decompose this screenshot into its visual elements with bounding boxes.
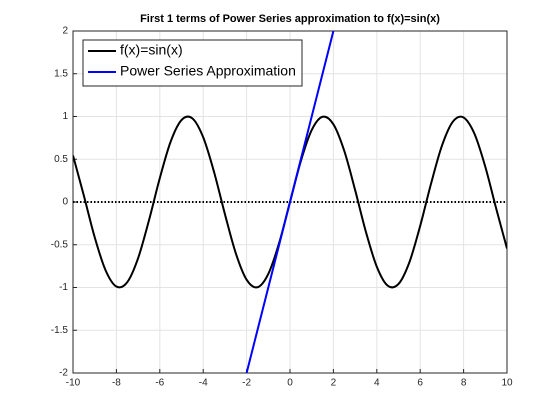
legend-label: f(x)=sin(x)	[120, 42, 183, 58]
x-tick-label: -6	[155, 378, 164, 389]
chart-title: First 1 terms of Power Series approximat…	[140, 13, 440, 25]
x-tick-label: 6	[417, 378, 423, 389]
x-tick-label: 2	[331, 378, 337, 389]
x-tick-label: -4	[199, 378, 208, 389]
y-tick-label: -1	[59, 282, 68, 293]
series-line	[245, 31, 335, 373]
y-tick-label: -1.5	[51, 325, 69, 336]
plot-clip	[73, 31, 507, 373]
x-tick-label: 10	[501, 378, 513, 389]
x-tick-label: -2	[242, 378, 251, 389]
x-tick-label: 4	[374, 378, 380, 389]
y-tick-label: 0	[62, 197, 68, 208]
y-tick-label: -2	[59, 368, 68, 379]
y-tick-label: 0.5	[54, 154, 68, 165]
legend-label: Power Series Approximation	[120, 63, 296, 79]
legend: f(x)=sin(x) Power Series Approximation	[82, 39, 303, 87]
x-tick-label: 8	[461, 378, 467, 389]
legend-box	[82, 39, 303, 87]
y-tick-label: 2	[62, 26, 68, 37]
x-tick-label: 0	[287, 378, 293, 389]
y-tick-label: 1.5	[54, 68, 68, 79]
y-tick-label: 1	[62, 111, 68, 122]
x-tick-label: -10	[66, 378, 81, 389]
y-tick-label: -0.5	[51, 239, 69, 250]
x-tick-label: -8	[112, 378, 121, 389]
